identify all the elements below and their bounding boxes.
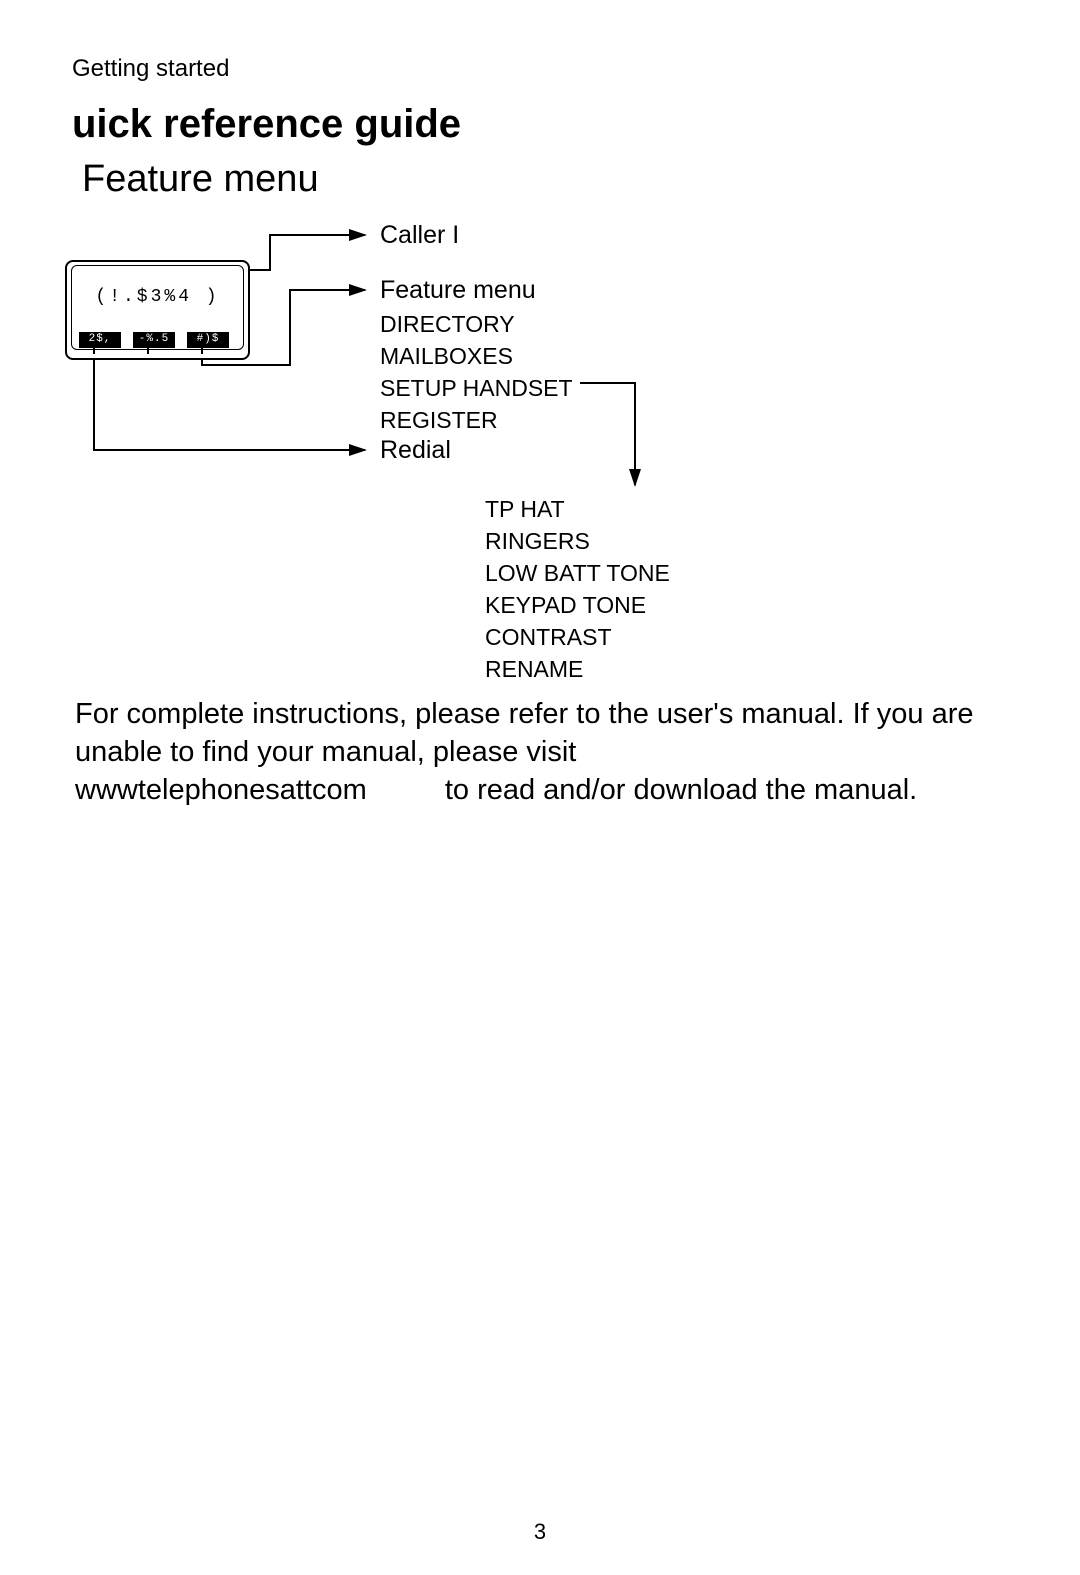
menu-item-register: REGISTER xyxy=(380,404,573,436)
page-title: uick reference guide xyxy=(72,102,461,147)
feature-menu-list: DIRECTORY MAILBOXES SETUP HANDSET REGIST… xyxy=(380,308,573,436)
submenu-tp-hat: TP HAT xyxy=(485,493,670,525)
submenu-low-batt: LOW BATT TONE xyxy=(485,557,670,589)
caller-label: Caller I xyxy=(380,221,459,250)
setup-submenu-list: TP HAT RINGERS LOW BATT TONE KEYPAD TONE… xyxy=(485,493,670,685)
redial-label: Redial xyxy=(380,436,451,465)
device-btn-1: 2$, xyxy=(79,332,121,348)
device-display: (!.$3%4 ) xyxy=(65,287,250,307)
footer-rest: to read and/or download the manual. xyxy=(445,774,917,806)
page-number: 3 xyxy=(0,1519,1080,1545)
submenu-keypad: KEYPAD TONE xyxy=(485,589,670,621)
feature-menu-label: Feature menu xyxy=(380,276,536,305)
footer-line1: For complete instructions, please refer … xyxy=(75,698,974,768)
menu-item-setup-handset: SETUP HANDSET xyxy=(380,372,573,404)
menu-item-directory: DIRECTORY xyxy=(380,308,573,340)
menu-item-mailboxes: MAILBOXES xyxy=(380,340,573,372)
submenu-ringers: RINGERS xyxy=(485,525,670,557)
submenu-rename: RENAME xyxy=(485,653,670,685)
menu-diagram: (!.$3%4 ) 2$, -%.5 #)$ Caller I Feature … xyxy=(65,215,865,665)
device-tab-1 xyxy=(93,348,95,354)
breadcrumb: Getting started xyxy=(72,55,229,83)
footer-paragraph: For complete instructions, please refer … xyxy=(75,695,1015,809)
device-btn-2: -%.5 xyxy=(133,332,175,348)
subtitle: Feature menu xyxy=(82,158,319,201)
submenu-contrast: CONTRAST xyxy=(485,621,670,653)
device-btn-3: #)$ xyxy=(187,332,229,348)
device-tab-3 xyxy=(201,348,203,354)
device-tab-2 xyxy=(147,348,149,354)
footer-url: wwwtelephonesattcom xyxy=(75,771,367,809)
